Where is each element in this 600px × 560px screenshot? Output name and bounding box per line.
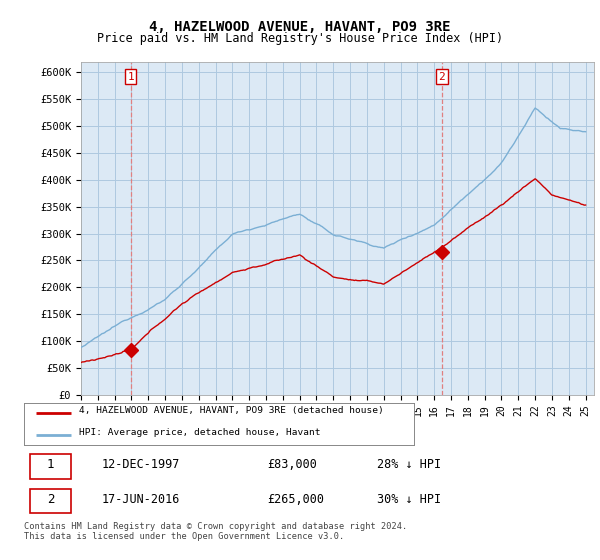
Text: HPI: Average price, detached house, Havant: HPI: Average price, detached house, Hava… bbox=[79, 428, 320, 437]
Text: 4, HAZELWOOD AVENUE, HAVANT, PO9 3RE: 4, HAZELWOOD AVENUE, HAVANT, PO9 3RE bbox=[149, 20, 451, 34]
Text: 30% ↓ HPI: 30% ↓ HPI bbox=[377, 493, 442, 506]
FancyBboxPatch shape bbox=[29, 488, 71, 513]
Text: 17-JUN-2016: 17-JUN-2016 bbox=[101, 493, 179, 506]
Text: 12-DEC-1997: 12-DEC-1997 bbox=[101, 458, 179, 471]
Text: 2: 2 bbox=[47, 493, 54, 506]
Text: £83,000: £83,000 bbox=[267, 458, 317, 471]
Text: Contains HM Land Registry data © Crown copyright and database right 2024.
This d: Contains HM Land Registry data © Crown c… bbox=[24, 522, 407, 542]
Text: £265,000: £265,000 bbox=[267, 493, 324, 506]
Text: Price paid vs. HM Land Registry's House Price Index (HPI): Price paid vs. HM Land Registry's House … bbox=[97, 32, 503, 45]
FancyBboxPatch shape bbox=[29, 454, 71, 478]
Text: 28% ↓ HPI: 28% ↓ HPI bbox=[377, 458, 442, 471]
Text: 2: 2 bbox=[439, 72, 445, 82]
Text: 4, HAZELWOOD AVENUE, HAVANT, PO9 3RE (detached house): 4, HAZELWOOD AVENUE, HAVANT, PO9 3RE (de… bbox=[79, 406, 383, 415]
Text: 1: 1 bbox=[47, 458, 54, 471]
Text: 1: 1 bbox=[127, 72, 134, 82]
